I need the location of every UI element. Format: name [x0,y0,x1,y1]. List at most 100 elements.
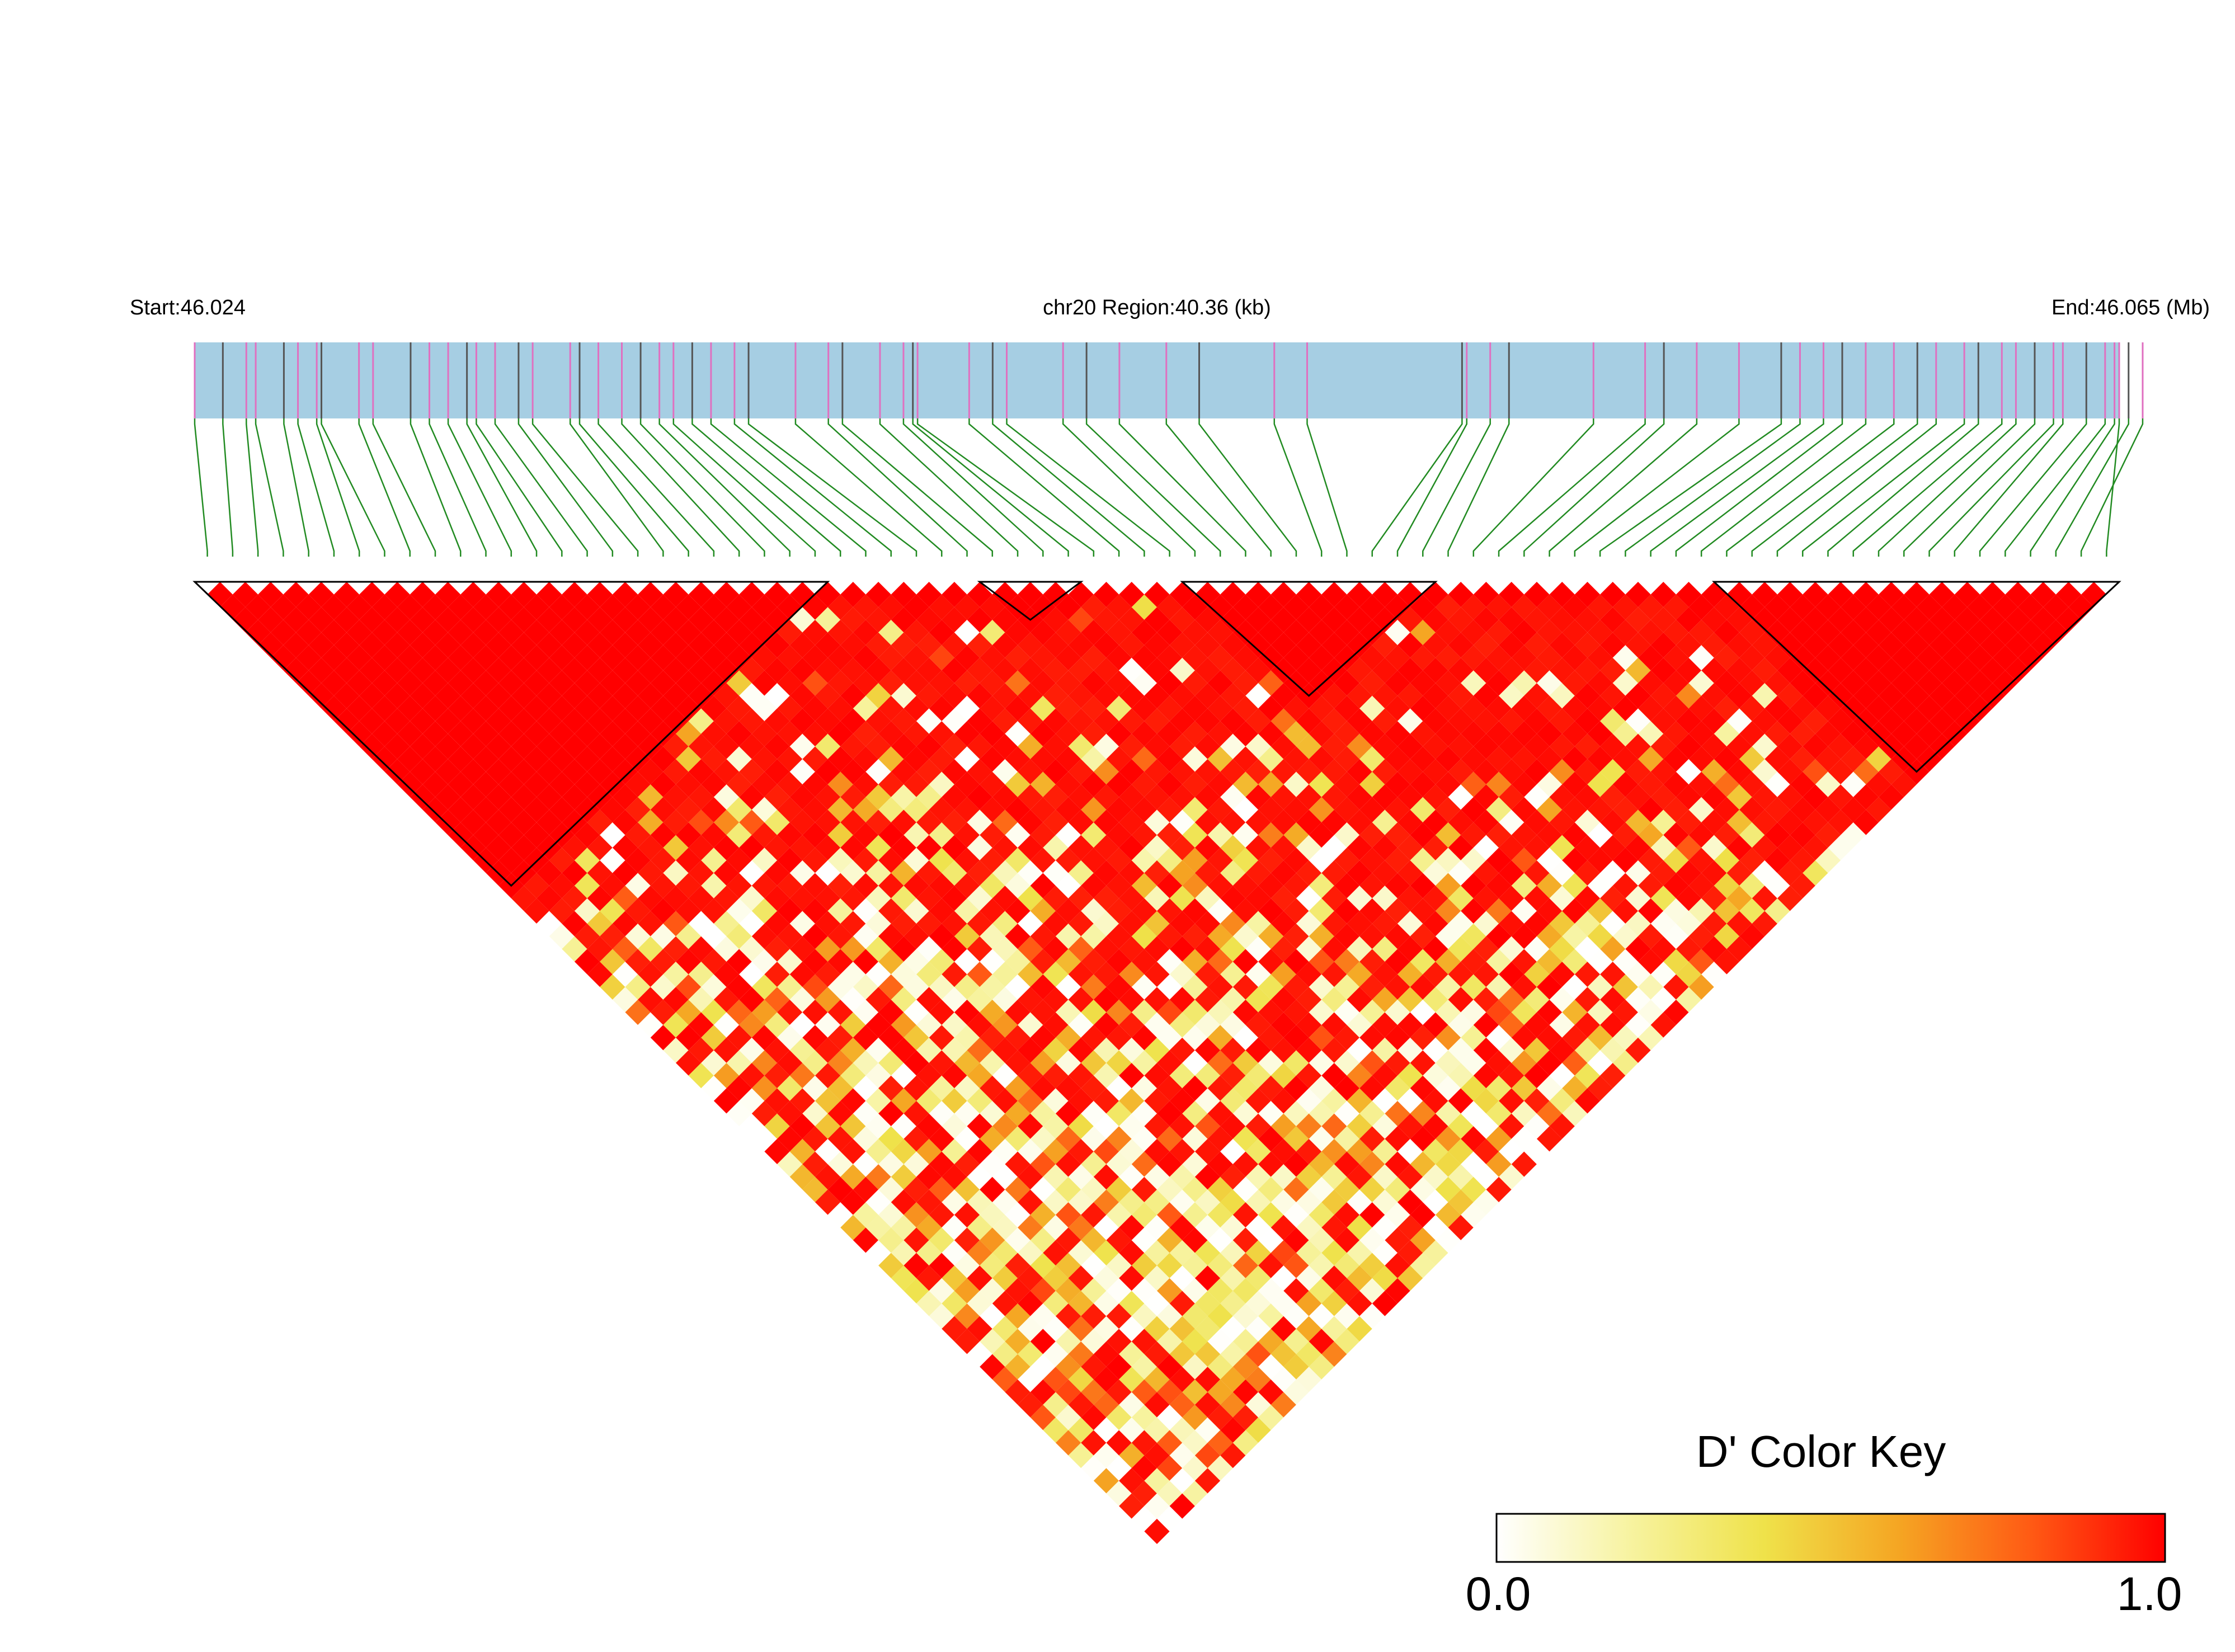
ld-cell [1461,898,1486,924]
ld-cell [1245,911,1271,936]
ld-cell [600,924,625,949]
ld-cell [1625,835,1651,860]
ld-cell [1612,1025,1638,1051]
ld-cell [1448,835,1474,860]
ld-cell [1043,1215,1069,1240]
ld-cell [1220,1240,1246,1266]
ld-cell [1524,632,1550,658]
ld-cell [1461,670,1486,696]
ld-cell [2005,582,2031,608]
ld-cell [1486,645,1512,671]
ld-cell [1549,809,1575,835]
ld-cell [1473,1113,1499,1139]
ld-cell [1663,848,1689,873]
ld-cell [1144,1240,1170,1266]
ld-cell [1245,809,1271,835]
ld-cell [1372,809,1398,835]
ld-cell [853,1227,879,1253]
ld-cell [1245,632,1271,658]
ld-cell [2043,619,2069,646]
ld-cell [1157,1329,1183,1354]
ld-cell [1612,797,1638,822]
ld-cell [1093,1189,1119,1215]
ld-cell [1524,1012,1550,1038]
ld-cell [1625,759,1651,785]
ld-cell [1435,1176,1461,1202]
ld-cell [1296,961,1322,987]
ld-cell [1879,759,1904,785]
ld-cell [713,683,740,709]
ld-cell [1486,771,1512,797]
ld-cell [1131,1075,1157,1101]
ld-cell [1169,657,1195,684]
ld-cell [1232,594,1259,620]
ld-cell [1347,911,1372,936]
ld-cell [1701,936,1727,962]
ld-cell [1372,657,1398,684]
ld-cell [1562,721,1588,747]
ld-cell [1486,1025,1512,1051]
snp-connector [429,418,487,557]
ld-cell [1271,607,1296,633]
ld-cell [1106,1379,1132,1405]
ld-cell [1232,1329,1259,1354]
ld-cell [713,961,740,987]
ld-cell [1182,1379,1208,1405]
ld-cell [1207,1050,1233,1076]
ld-cell [448,822,473,848]
ld-cell [1511,1100,1537,1127]
ld-cell [1714,619,1740,646]
ld-cell [1271,1265,1296,1291]
ld-cell [1473,1138,1499,1165]
ld-cell [1714,822,1740,848]
ld-cell [840,784,866,810]
ld-cell [1663,898,1689,924]
ld-cell [1536,1050,1563,1076]
snp-connector [710,418,867,557]
ld-cell [1081,619,1107,646]
ld-cell [1828,632,1853,658]
ld-cell [1347,1113,1372,1139]
ld-cell [1398,961,1423,987]
ld-cell [1194,784,1221,810]
ld-cell [840,1037,866,1063]
ld-cell [1891,771,1917,797]
ld-cell [1461,797,1486,822]
ld-cell [1790,797,1815,822]
ld-cell [1182,873,1208,898]
ld-cell [1081,924,1107,949]
ld-cell [1473,759,1499,785]
ld-cell [1524,1138,1550,1165]
snp-connector [733,418,892,557]
ld-cell [1486,670,1512,696]
ld-cell [1157,898,1183,924]
ld-cell [1916,721,1942,747]
ld-cell [1144,835,1170,860]
ld-cell [1144,936,1170,962]
ld-cell [980,1253,1005,1278]
ld-cell [1701,886,1727,911]
ld-cell [1511,1126,1537,1152]
ld-cell [1841,797,1866,822]
ld-cell [1536,999,1563,1025]
ld-cell [1866,797,1891,822]
ld-cell [1093,1291,1119,1316]
ld-cell [1486,898,1512,924]
ld-cell [1081,1278,1107,1303]
ld-cell [1296,987,1322,1013]
ld-cell [1473,1037,1499,1063]
snp-connector [1726,418,1895,557]
ld-cell [1232,924,1259,949]
ld-cell [1815,594,1841,620]
ld-cell [942,1265,967,1291]
ld-cell [1182,1100,1208,1127]
ld-cell [1612,594,1638,620]
ld-cell [1283,1176,1309,1202]
ld-cell [1765,645,1790,671]
ld-cell [1372,961,1398,987]
ld-cell [1448,809,1474,835]
ld-cell [1309,974,1334,1000]
ld-cell [1587,1075,1613,1101]
ld-cell [1093,1468,1119,1494]
ld-cell [1600,886,1626,911]
